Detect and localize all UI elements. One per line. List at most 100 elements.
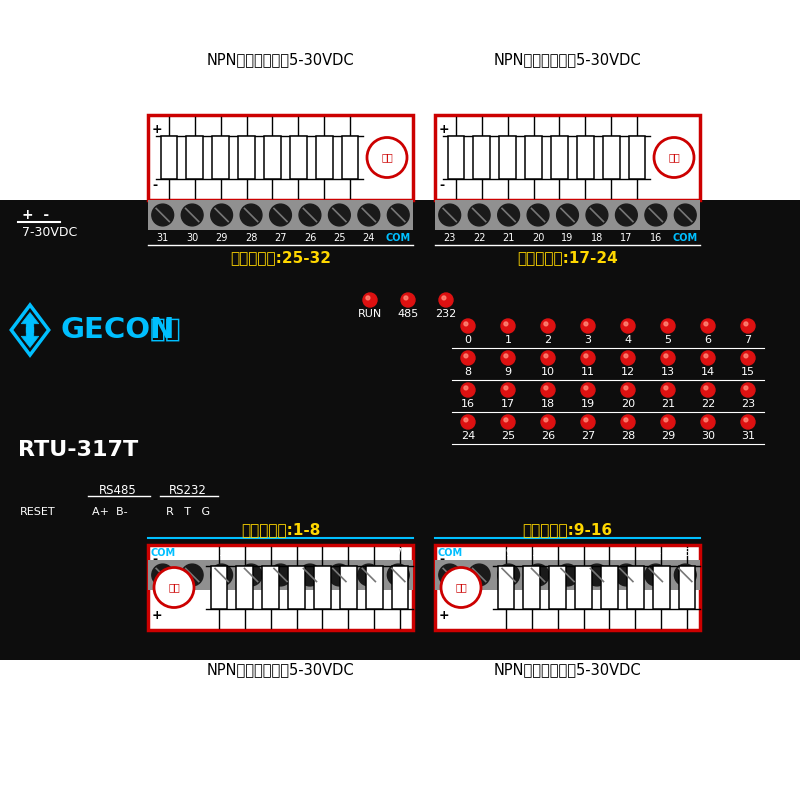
Text: RUN: RUN [358, 309, 382, 319]
Text: 4: 4 [625, 335, 631, 345]
Text: 5: 5 [665, 335, 671, 345]
Circle shape [581, 351, 595, 365]
Text: 22: 22 [701, 399, 715, 409]
Text: 28: 28 [621, 431, 635, 441]
Text: GECON: GECON [60, 316, 174, 344]
Circle shape [504, 386, 508, 390]
Text: 10: 10 [532, 548, 544, 558]
Bar [525, 136, 542, 178]
Bar [237, 566, 254, 609]
Polygon shape [22, 327, 38, 347]
Bar [678, 566, 695, 609]
Polygon shape [22, 313, 38, 333]
Bar [148, 115, 413, 200]
Bar [161, 136, 178, 178]
Circle shape [439, 293, 453, 307]
Text: 29: 29 [215, 233, 228, 243]
Bar [602, 136, 619, 178]
Bar [435, 545, 700, 630]
Circle shape [504, 322, 508, 326]
Text: 25: 25 [333, 233, 346, 243]
Text: 7: 7 [395, 548, 402, 558]
Text: 13: 13 [661, 367, 675, 377]
Text: 31: 31 [741, 431, 755, 441]
Text: 30: 30 [701, 431, 715, 441]
Circle shape [674, 204, 696, 226]
Text: 电源: 电源 [668, 153, 680, 162]
Circle shape [704, 386, 708, 390]
Text: +  -: + - [22, 208, 49, 222]
Bar [577, 136, 594, 178]
Circle shape [661, 415, 675, 429]
Circle shape [544, 386, 548, 390]
Text: 寄存器地址:1-8: 寄存器地址:1-8 [241, 522, 320, 538]
Circle shape [358, 204, 380, 226]
Bar [186, 136, 203, 178]
Circle shape [741, 415, 755, 429]
Circle shape [464, 386, 468, 390]
Circle shape [645, 564, 666, 586]
Circle shape [240, 564, 262, 586]
Text: 4: 4 [307, 548, 313, 558]
Circle shape [152, 564, 174, 586]
Circle shape [744, 418, 748, 422]
Text: 24: 24 [461, 431, 475, 441]
Circle shape [329, 204, 350, 226]
Circle shape [645, 204, 666, 226]
Circle shape [741, 383, 755, 397]
Text: 9: 9 [506, 548, 512, 558]
Bar [290, 136, 306, 178]
Text: 25: 25 [501, 431, 515, 441]
Bar [392, 566, 409, 609]
Text: 31: 31 [157, 233, 169, 243]
Circle shape [501, 351, 515, 365]
Bar [435, 115, 700, 200]
Text: A+  B-: A+ B- [92, 507, 128, 517]
Circle shape [654, 138, 694, 178]
Circle shape [584, 354, 588, 358]
Bar [653, 566, 670, 609]
Circle shape [468, 564, 490, 586]
Circle shape [501, 319, 515, 333]
Circle shape [581, 415, 595, 429]
Circle shape [270, 204, 291, 226]
Circle shape [744, 354, 748, 358]
Circle shape [527, 564, 549, 586]
Circle shape [210, 564, 233, 586]
Circle shape [468, 204, 490, 226]
Circle shape [544, 418, 548, 422]
Text: 21: 21 [502, 233, 514, 243]
Text: 0: 0 [465, 335, 471, 345]
Text: 13: 13 [620, 548, 633, 558]
Text: 29: 29 [661, 431, 675, 441]
Circle shape [541, 383, 555, 397]
Text: 6: 6 [705, 335, 711, 345]
Circle shape [441, 567, 481, 607]
Bar [523, 566, 540, 609]
Circle shape [621, 415, 635, 429]
Circle shape [701, 351, 715, 365]
Text: RTU-317T: RTU-317T [18, 440, 138, 460]
Text: 19: 19 [581, 399, 595, 409]
Circle shape [358, 564, 380, 586]
Bar [474, 136, 490, 178]
Circle shape [584, 418, 588, 422]
Text: 30: 30 [186, 233, 198, 243]
Text: 17: 17 [501, 399, 515, 409]
Circle shape [442, 296, 446, 300]
Circle shape [366, 296, 370, 300]
Bar [238, 136, 255, 178]
Bar [447, 136, 464, 178]
Text: 寄存器地址:9-16: 寄存器地址:9-16 [522, 522, 613, 538]
Bar [435, 200, 700, 230]
Text: 电源: 电源 [168, 582, 180, 593]
Circle shape [624, 322, 628, 326]
Bar [212, 136, 229, 178]
Circle shape [541, 415, 555, 429]
Text: 232: 232 [435, 309, 457, 319]
Text: 19: 19 [562, 233, 574, 243]
Circle shape [541, 319, 555, 333]
Text: 12: 12 [621, 367, 635, 377]
Text: -: - [152, 179, 157, 192]
Circle shape [367, 138, 407, 178]
